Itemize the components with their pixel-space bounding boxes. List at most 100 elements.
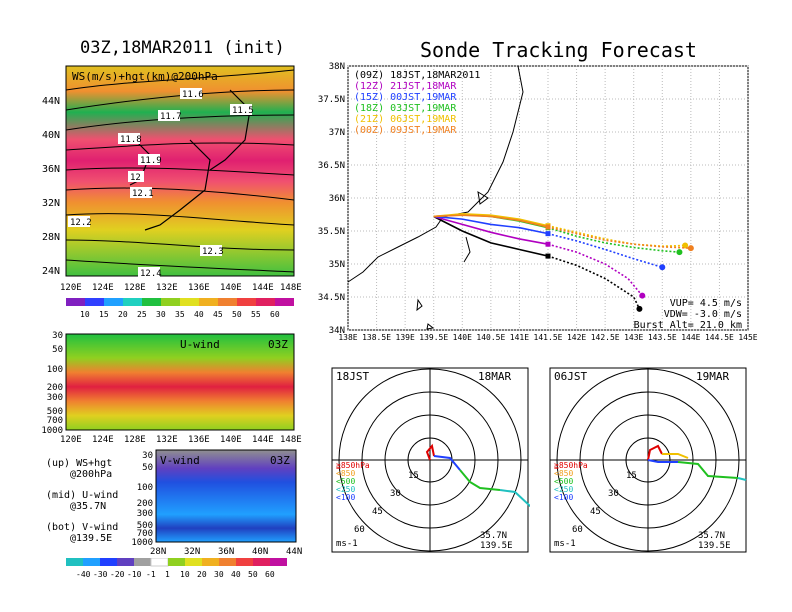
hodo-legend: ≧850hPa <850 <500 <250 <100 [554,461,588,502]
colorbar-labels: 10 15 20 25 30 35 40 45 50 55 60 [80,310,280,319]
u-xtick: 148E [280,435,302,445]
hodo-lon: 139.5E [698,541,731,551]
legend-note-line: (mid) U-wind [46,490,119,501]
legend-entry: (18Z) 03JST,19MAR [354,103,457,114]
u-ytick: 50 [52,345,63,355]
tracking-params: VUP= 4.5 m/s VDW= -3.0 m/s Burst Alt= 21… [634,298,742,331]
map-panel-label: WS(m/s)+hgt(km)@200hPa [72,70,218,83]
height-contours [65,69,295,273]
v-colorbar-label: 20 [197,570,207,579]
u-wind-label: U-wind [180,338,220,351]
v-ytick: 100 [137,483,153,493]
legend-note-line: (bot) V-wind [46,522,119,533]
contour-label: 12 [130,173,141,183]
contour-label: 11.5 [232,106,254,116]
param-vdw: VDW= -3.0 m/s [664,309,742,320]
v-colorbar-swatches [66,558,287,567]
v-wind-colorbar: -40 -30 -20 -10 -1 1 10 20 30 40 50 60 [66,558,287,579]
hodo-legend-item: <850 [554,469,573,478]
tracking-ytick: 36N [329,194,345,204]
map-x-ticks: 120E 124E 128E 132E 136E 140E 144E 148E [60,283,302,293]
colorbar-label: 15 [99,310,109,319]
legend-note-line: @139.5E [70,533,113,544]
colorbar-label: 55 [251,310,261,319]
tracking-y-ticks: 38N 37.5N 37N 36.5N 36N 35.5N 35N 34.5N 34N [318,62,345,336]
map-xtick: 136E [188,283,210,293]
hodo-ring-labels: 15 30 45 60 [572,471,637,535]
map-xtick: 120E [60,283,82,293]
hodo-lon: 139.5E [480,541,513,551]
v-colorbar-label: 40 [231,570,241,579]
tracking-xtick: 141E [510,333,529,342]
tracking-grid [347,65,749,331]
legend-note-line: @200hPa [70,469,113,480]
colorbar-label: 45 [213,310,223,319]
hodo-legend-item: <500 [336,477,355,486]
legend-note-mid: (mid) U-wind @35.7N [46,490,118,512]
hodo-trace-100 [647,459,678,463]
u-y-ticks: 30 50 100 200 300 500 700 1000 [41,331,63,436]
v-ytick: 500 [137,521,153,531]
right-title: Sonde Tracking Forecast [420,38,697,62]
burst-marker [545,231,551,237]
hodo-date: 19MAR [696,370,729,383]
u-xtick: 124E [92,435,114,445]
contour-label: 11.8 [120,135,142,145]
burst-marker [545,253,551,259]
hodo-ring-label: 45 [590,507,601,517]
hodo-date: 18MAR [478,370,511,383]
tracking-ytick: 34N [329,326,345,336]
hodo-ring-label: 15 [626,471,637,481]
burst-marker [545,241,551,247]
tracking-ytick: 38N [329,62,345,72]
u-xtick: 144E [252,435,274,445]
hodo-trace-850 [647,444,663,461]
tracking-ytick: 36.5N [318,161,345,171]
v-xtick: 32N [184,547,200,556]
contour-label: 12.4 [140,269,162,279]
track-series [433,213,694,312]
tracking-xtick: 144E [681,333,700,342]
v-colorbar-label: -30 [93,570,108,579]
map-ytick: 24N [42,266,60,277]
u-x-ticks: 120E 124E 128E 132E 136E 140E 144E 148E [60,435,302,445]
v-ytick: 200 [137,499,153,509]
hodo-legend-item: <100 [336,493,355,502]
colorbar-label: 10 [80,310,90,319]
legend-note-line: @35.7N [70,501,107,512]
u-ytick: 300 [47,393,63,403]
u-wind-panel: U-wind 03Z 30 50 100 200 300 500 700 100… [41,331,302,445]
coastlines [129,89,251,231]
tracking-xtick: 143.5E [648,333,677,342]
u-ytick: 1000 [41,426,63,436]
colorbar-label: 25 [137,310,147,319]
hodo-legend-item: ≧850hPa [336,461,370,470]
sonde-tracking-chart: 38N 37.5N 37N 36.5N 36N 35.5N 35N 34.5N 34N 138E… [318,62,758,342]
hodo-legend-item: <100 [554,493,573,502]
map-xtick: 140E [220,283,242,293]
map-xtick: 144E [252,283,274,293]
landing-marker [639,292,646,299]
hodo-unit: ms-1 [554,539,576,549]
hodo-trace-500 [459,469,501,491]
hodograph-2: 06JST 19MAR 15 30 45 60 ≧850hPa <850 <50… [549,367,747,553]
tracking-xtick: 139.5E [419,333,448,342]
hodo-trace-850 [425,443,435,461]
colorbar-label: 40 [194,310,204,319]
track-line-descent [547,243,643,297]
v-xtick: 40N [252,547,268,556]
map-ytick: 28N [42,232,60,243]
u-xtick: 140E [220,435,242,445]
hodo-trace-500 [677,461,739,479]
hodo-ring-label: 15 [408,471,419,481]
tracking-xtick: 140.5E [476,333,505,342]
legend-entry: (00Z) 09JST,19MAR [354,125,457,136]
tracking-ytick: 37.5N [318,95,345,105]
v-xtick: 36N [218,547,234,556]
u-ytick: 100 [47,365,63,375]
hodo-time: 18JST [336,370,369,383]
v-wind-panel: V-wind 03Z 30 50 100 200 300 500 700 100… [131,449,302,556]
u-ytick: 30 [52,331,63,341]
v-colorbar-label: 30 [214,570,224,579]
contour-labels: 11.6 11.5 11.7 11.8 11.9 12 12.1 12.2 12… [68,88,254,279]
